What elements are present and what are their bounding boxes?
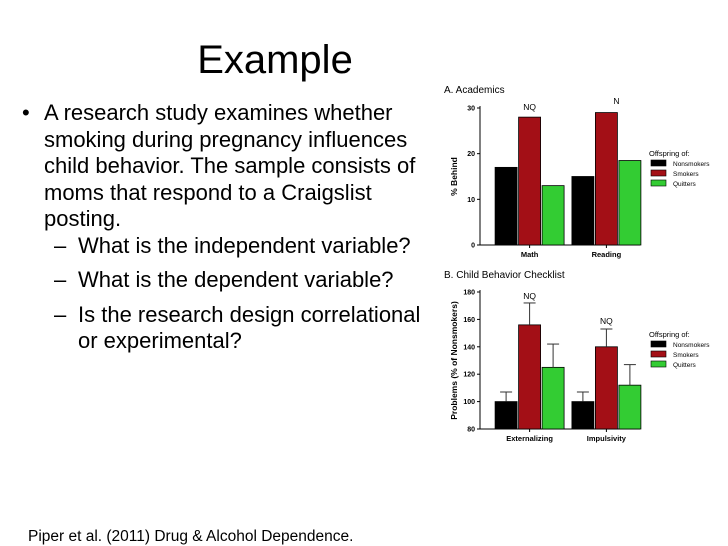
y-tick-label: 0 xyxy=(471,243,475,250)
y-tick-label: 80 xyxy=(467,427,475,434)
y-tick-label: 180 xyxy=(463,290,475,297)
bar-smokers-impulsivity xyxy=(594,346,618,430)
bar-smokers-reading xyxy=(594,112,618,246)
sub-bullet-text: What is the dependent variable? xyxy=(78,267,394,292)
legend-label-smokers: Smokers xyxy=(673,171,699,178)
legend-label-quitters: Quitters xyxy=(673,181,697,188)
x-tick-label: Reading xyxy=(592,250,622,259)
bar-annotation: NQ xyxy=(600,316,613,326)
x-tick-label: Externalizing xyxy=(506,434,553,443)
y-tick-label: 30 xyxy=(467,106,475,113)
y-axis-label: Problems (% of Nonsmokers) xyxy=(449,301,459,420)
sub-bullet-mark: – xyxy=(54,267,67,292)
figure-svg: A. Academics % Behind 0 10 20 30 Math NQ Reading… xyxy=(444,85,710,443)
legend-label-nonsmokers: Nonsmokers xyxy=(673,342,710,349)
bar-quitters-math xyxy=(541,185,565,246)
y-tick-label: 100 xyxy=(463,399,475,406)
bar-annotation: NQ xyxy=(523,102,536,112)
legend-title: Offspring of: xyxy=(649,149,690,158)
y-tick-label: 160 xyxy=(463,317,475,324)
slide-title: Example xyxy=(197,38,353,82)
y-tick-label: 20 xyxy=(467,151,475,158)
panel-title: B. Child Behavior Checklist xyxy=(444,270,565,281)
legend-title: Offspring of: xyxy=(649,330,690,339)
sub-bullet-mark: – xyxy=(54,301,67,327)
bar-quitters-reading xyxy=(618,160,642,246)
bar-nonsmokers-reading xyxy=(571,176,595,246)
legend-swatch-nonsmokers xyxy=(650,159,667,167)
bar-annotation: NQ xyxy=(523,291,536,301)
sub-bullet-research-design: – Is the research design correlational o… xyxy=(22,302,442,355)
legend-label-nonsmokers: Nonsmokers xyxy=(673,161,710,168)
bullet-list: • A research study examines whether smok… xyxy=(22,100,442,355)
y-tick-label: 10 xyxy=(467,197,475,204)
y-tick-label: 140 xyxy=(463,344,475,351)
panel-title: A. Academics xyxy=(444,85,505,96)
figure-panels: A. Academics % Behind 0 10 20 30 Math NQ Reading… xyxy=(440,82,728,452)
legend-swatch-quitters xyxy=(650,179,667,187)
bar-nonsmokers-math xyxy=(494,166,518,246)
bullet-mark: • xyxy=(22,100,30,125)
legend-swatch-quitters xyxy=(650,360,667,368)
sub-bullet-mark: – xyxy=(54,232,67,258)
x-tick-label: Math xyxy=(521,250,539,259)
bullet-text: A research study examines whether smokin… xyxy=(44,100,416,231)
citation: Piper et al. (2011) Drug & Alcohol Depen… xyxy=(28,528,354,545)
bullet-item-study: • A research study examines whether smok… xyxy=(22,100,442,233)
bar-nonsmokers-impulsivity xyxy=(571,401,595,430)
bar-quitters-externalizing xyxy=(541,366,565,430)
legend-label-smokers: Smokers xyxy=(673,352,699,359)
bar-quitters-impulsivity xyxy=(618,384,642,430)
legend-swatch-smokers xyxy=(650,350,667,358)
bar-smokers-math xyxy=(518,116,541,246)
sub-bullet-text: Is the research design correlational or … xyxy=(78,301,421,354)
x-tick-label: Impulsivity xyxy=(587,434,627,443)
legend-swatch-nonsmokers xyxy=(650,340,667,348)
legend-label-quitters: Quitters xyxy=(673,362,697,369)
bar-smokers-externalizing xyxy=(518,324,541,430)
sub-bullet-text: What is the independent variable? xyxy=(78,232,411,258)
sub-bullet-dependent-variable: – What is the dependent variable? xyxy=(22,267,442,294)
sub-bullet-independent-variable: – What is the independent variable? xyxy=(22,233,442,260)
y-axis-label: % Behind xyxy=(449,157,459,196)
legend-swatch-smokers xyxy=(650,169,667,177)
bar-nonsmokers-externalizing xyxy=(494,401,518,430)
bar-annotation: N xyxy=(613,96,619,106)
y-tick-label: 120 xyxy=(463,372,475,379)
